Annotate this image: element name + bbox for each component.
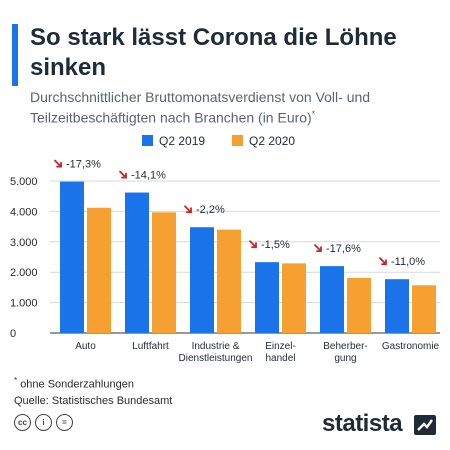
page-title: So stark lässt Corona die Löhne sinken	[30, 24, 397, 81]
decrease-arrow-icon	[249, 240, 257, 249]
change-label: -17,3%	[66, 159, 101, 171]
bar-chart: Q2 2019 Q2 2020 0 1.000 2.000 3.000 4.000 5.000…	[10, 134, 440, 364]
bar-q2-2019	[385, 279, 409, 333]
decrease-arrow-icon	[54, 159, 62, 168]
title-accent-bar	[12, 24, 18, 86]
bar-q2-2019	[320, 266, 344, 333]
subtitle-footnote-mark: *	[311, 109, 316, 119]
attribution-icon[interactable]: i	[35, 414, 52, 431]
footnote-text: ohne Sonderzahlungen	[20, 378, 134, 391]
footnote-mark: *	[14, 376, 18, 385]
subtitle: Durchschnittlicher Bruttomonatsverdienst…	[30, 89, 440, 127]
decrease-arrow-icon	[314, 244, 322, 253]
bar-q2-2020	[412, 285, 436, 333]
source: Quelle: Statistisches Bundesamt	[14, 394, 173, 407]
x-tick-label: Industrie & Dienstleistungen	[179, 341, 253, 364]
y-tick-label: 0	[10, 328, 16, 340]
y-tick-label: 2.000	[10, 267, 38, 279]
bar-q2-2019	[190, 227, 214, 333]
y-tick-label: 1.000	[10, 298, 38, 310]
bar-q2-2019	[60, 181, 84, 333]
subtitle-text: Durchschnittlicher Bruttomonatsverdienst…	[30, 89, 371, 126]
x-tick-label: Luftfahrt	[132, 341, 169, 352]
change-label: -2,2%	[196, 204, 225, 216]
creative-commons-icon[interactable]: cc	[14, 414, 31, 431]
statista-logo-icon	[414, 415, 436, 435]
change-label: -11,0%	[391, 256, 425, 268]
no-derivatives-icon[interactable]: =	[56, 414, 73, 431]
bar-q2-2020	[282, 263, 306, 333]
y-tick-label: 3.000	[10, 237, 38, 249]
footnote-block: * ohne Sonderzahlungen Quelle: Statistis…	[14, 373, 172, 409]
decrease-arrow-icon	[379, 257, 387, 266]
legend-label-2: Q2 2020	[249, 134, 295, 148]
decrease-arrow-icon	[119, 170, 127, 179]
footnote: * ohne Sonderzahlungen	[14, 373, 172, 393]
y-tick-label: 5.000	[10, 176, 38, 188]
change-label: -1,5%	[261, 239, 290, 251]
decrease-arrow-icon	[184, 205, 192, 214]
license-icons: cc i =	[14, 414, 73, 431]
legend-swatch-1	[142, 135, 153, 146]
x-tick-label: Einzel-handel	[265, 341, 296, 364]
y-tick-label: 4.000	[10, 206, 38, 218]
bar-q2-2020	[347, 277, 371, 333]
bar-q2-2020	[152, 212, 176, 333]
x-tick-label: Auto	[75, 341, 96, 352]
legend-label-1: Q2 2019	[159, 134, 205, 148]
x-tick-label: Gastronomie	[382, 341, 440, 352]
bar-q2-2019	[255, 262, 279, 333]
x-tick-label: Beherber-gung	[323, 341, 367, 364]
bar-q2-2020	[217, 229, 241, 333]
change-label: -17,6%	[326, 243, 361, 255]
statista-logo[interactable]: statista	[322, 410, 403, 437]
change-label: -14,1%	[131, 170, 166, 182]
bar-q2-2019	[125, 192, 149, 333]
bar-q2-2020	[87, 207, 111, 333]
legend-swatch-2	[232, 135, 243, 146]
